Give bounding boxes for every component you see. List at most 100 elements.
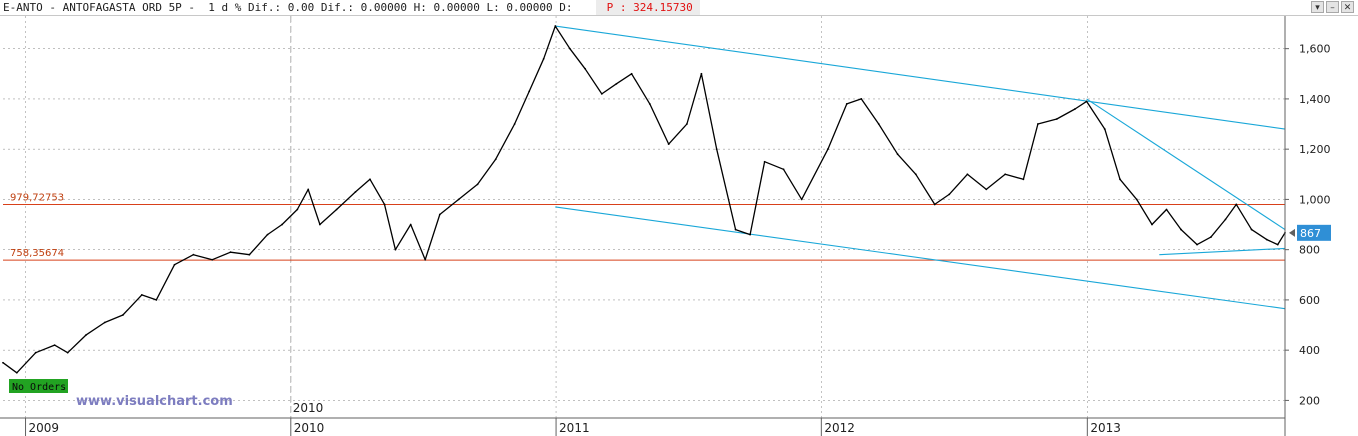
- y-tick-label: 200: [1299, 394, 1320, 407]
- x-tick-label: 2010: [294, 421, 325, 435]
- price-point: [229, 251, 232, 254]
- price-readout: P : 324.15730: [596, 0, 700, 15]
- price-point: [1276, 243, 1279, 246]
- price-point: [715, 148, 718, 151]
- last-price-label: 867: [1300, 227, 1321, 240]
- price-point: [424, 258, 427, 261]
- price-point: [383, 203, 386, 206]
- last-price-arrow-icon: [1289, 228, 1295, 237]
- price-point: [685, 123, 688, 125]
- price-point: [860, 98, 863, 100]
- price-point: [845, 103, 848, 105]
- watermark-text: www.visualchart.com: [76, 394, 233, 409]
- y-tick-label: 600: [1299, 294, 1320, 307]
- price-point: [281, 223, 283, 226]
- price-point: [155, 299, 158, 301]
- price-point: [513, 123, 516, 125]
- y-tick-label: 400: [1299, 344, 1320, 357]
- trend-line: [555, 25, 1286, 130]
- no-orders-label: No Orders: [12, 382, 66, 393]
- price-line: [2, 25, 1286, 374]
- price-point: [66, 351, 69, 354]
- price-point: [1119, 178, 1121, 181]
- price-point: [476, 183, 479, 186]
- price-point: [1085, 100, 1088, 103]
- y-tick-label: 800: [1299, 244, 1320, 257]
- y-tick-label: 1,000: [1299, 193, 1331, 206]
- price-point: [1196, 243, 1198, 246]
- price-point: [648, 103, 651, 105]
- trend-line: [555, 206, 1286, 310]
- price-point: [933, 203, 936, 206]
- no-orders-badge[interactable]: [9, 379, 68, 393]
- price-point: [782, 168, 785, 171]
- y-tick-label: 1,200: [1299, 143, 1331, 156]
- price-point: [667, 143, 670, 146]
- price-point: [896, 153, 899, 156]
- price-point: [307, 188, 310, 191]
- x-tick-label: 2009: [29, 421, 60, 435]
- price-point: [438, 213, 441, 216]
- price-point: [1209, 236, 1212, 239]
- price-point: [248, 253, 251, 256]
- price-point: [1165, 208, 1168, 211]
- price-point: [409, 223, 412, 226]
- price-point: [568, 47, 571, 50]
- price-point: [296, 208, 299, 211]
- menu-dropdown-button[interactable]: ▾: [1311, 1, 1324, 13]
- price-point: [1151, 223, 1153, 226]
- price-point: [84, 334, 87, 336]
- price-point: [1022, 178, 1025, 181]
- price-point: [335, 208, 338, 211]
- price-point: [34, 351, 37, 354]
- minimize-button[interactable]: –: [1326, 1, 1339, 13]
- price-point: [1235, 203, 1238, 206]
- price-point: [1074, 108, 1076, 110]
- price-point: [948, 193, 951, 196]
- symbol-info: E-ANTO - ANTOFAGASTA ORD 5P - 1 d % Dif.…: [3, 1, 573, 14]
- close-button[interactable]: ✕: [1341, 1, 1354, 13]
- price-point: [1250, 228, 1253, 231]
- price-point: [103, 321, 106, 324]
- price-point: [584, 67, 587, 70]
- price-point: [122, 314, 124, 316]
- price-point: [394, 248, 397, 251]
- price-point: [457, 198, 460, 201]
- x-tick-label: 2012: [824, 421, 855, 435]
- overlays: No Orders www.visualchart.com: [9, 379, 233, 409]
- price-point: [615, 82, 618, 85]
- price-point: [630, 72, 633, 75]
- price-point: [554, 25, 557, 27]
- y-tick-label: 1,400: [1299, 93, 1331, 106]
- price-point: [53, 344, 56, 347]
- window-controls: ▾ – ✕: [1311, 1, 1354, 14]
- grid-lines: [3, 16, 1285, 418]
- price-point: [140, 293, 143, 296]
- level-label: 758,35674: [10, 248, 64, 259]
- horizontal-levels: 979,72753 758,35674: [3, 193, 1285, 261]
- price-point: [15, 371, 18, 374]
- level-label: 979,72753: [10, 193, 64, 204]
- price-point: [985, 188, 988, 191]
- price-point: [914, 173, 917, 176]
- price-point: [211, 258, 214, 261]
- price-point: [1004, 173, 1007, 176]
- price-point: [2, 361, 4, 364]
- chart-header: E-ANTO - ANTOFAGASTA ORD 5P - 1 d % Dif.…: [0, 0, 1358, 16]
- trend-lines: [555, 25, 1286, 310]
- price-point: [542, 57, 545, 60]
- price-point: [966, 173, 969, 176]
- price-point: [369, 178, 371, 181]
- price-point: [1103, 128, 1106, 130]
- price-point: [800, 198, 803, 201]
- price-series: [2, 25, 1286, 374]
- price-point: [1224, 218, 1227, 221]
- last-price-tag: [1297, 224, 1331, 241]
- price-point: [354, 190, 357, 193]
- axes: 200 400 600 800 1,000 1,200 1,400 1,600 2009 2010…: [0, 16, 1331, 436]
- trend-line: [1159, 247, 1286, 256]
- price-point: [734, 228, 737, 231]
- period-label: 2010: [293, 401, 324, 415]
- price-point: [1037, 123, 1039, 125]
